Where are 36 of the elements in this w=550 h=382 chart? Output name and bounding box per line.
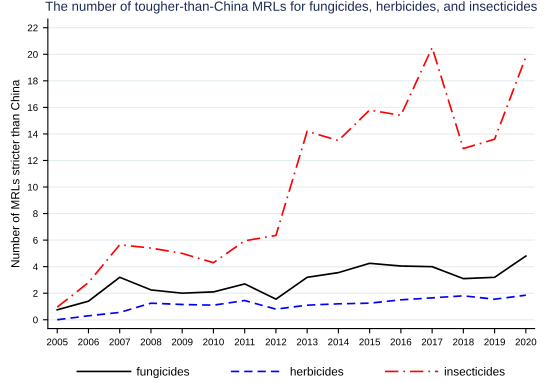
y-tick-label: 2	[33, 290, 38, 297]
x-tick-label: 2013	[296, 338, 318, 346]
x-tick-label: 2017	[422, 338, 442, 346]
x-tick-label: 2012	[266, 338, 286, 346]
x-tick-label: 2018	[453, 338, 474, 346]
chart-title: The number of tougher-than-China MRLs for fungicides, herbicides, and insecticides	[45, 1, 537, 14]
x-tick-label: 2019	[484, 338, 505, 346]
x-tick-label: 2006	[78, 338, 99, 346]
y-tick-label: 12	[28, 157, 38, 164]
line-series	[56, 255, 527, 311]
legend-label: insecticides	[444, 366, 505, 376]
y-tick-label: 6	[33, 236, 38, 244]
y-tick-label: 14	[28, 130, 38, 138]
x-tick-label: 2014	[328, 338, 349, 346]
y-tick-label: 20	[28, 51, 38, 58]
line-series	[56, 46, 527, 308]
y-tick-label: 18	[28, 78, 38, 84]
x-tick-label: 2015	[359, 338, 380, 346]
y-tick-label: 22	[28, 24, 38, 32]
x-tick-label: 2009	[172, 338, 193, 346]
x-tick-label: 2020	[516, 338, 536, 346]
line-series	[56, 294, 527, 321]
x-tick-label: 2016	[390, 338, 412, 346]
y-tick-label: 8	[33, 210, 38, 218]
legend-label: fungicides	[136, 366, 190, 378]
y-tick-label: 4	[32, 263, 38, 270]
legend-label: herbicides	[290, 366, 344, 376]
y-axis-title: Number of MRLs stricter than China	[10, 80, 20, 267]
y-tick-label: 0	[33, 316, 38, 324]
x-tick-label: 2007	[109, 338, 130, 346]
x-tick-label: 2005	[46, 338, 68, 346]
x-tick-label: 2011	[234, 338, 255, 346]
x-tick-label: 2008	[140, 338, 162, 346]
x-tick-label: 2010	[203, 338, 224, 346]
y-tick-label: 10	[28, 184, 38, 191]
y-tick-label: 16	[28, 104, 38, 111]
